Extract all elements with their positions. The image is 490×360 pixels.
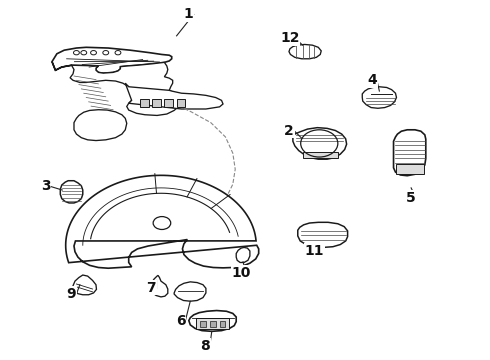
Polygon shape: [52, 47, 172, 73]
Text: 9: 9: [67, 287, 76, 301]
Bar: [176, 99, 185, 107]
Text: 7: 7: [147, 280, 156, 294]
Polygon shape: [393, 130, 426, 176]
Polygon shape: [66, 175, 259, 268]
Bar: [210, 320, 216, 327]
Text: 12: 12: [280, 31, 300, 45]
Polygon shape: [73, 275, 97, 295]
Text: 4: 4: [367, 73, 377, 87]
Polygon shape: [150, 275, 168, 297]
Bar: [200, 320, 206, 327]
Polygon shape: [60, 181, 83, 203]
Bar: [303, 152, 338, 158]
Polygon shape: [189, 311, 236, 331]
Polygon shape: [52, 62, 180, 116]
Bar: [140, 99, 149, 107]
Text: 11: 11: [305, 244, 324, 258]
Text: 5: 5: [406, 191, 416, 205]
Polygon shape: [298, 222, 347, 247]
Text: 10: 10: [231, 266, 251, 279]
Bar: [220, 320, 225, 327]
Bar: [164, 99, 173, 107]
Polygon shape: [125, 83, 223, 109]
Text: 2: 2: [284, 123, 294, 138]
Text: 8: 8: [200, 339, 210, 353]
Bar: [152, 99, 161, 107]
Polygon shape: [293, 128, 346, 159]
Text: 1: 1: [184, 7, 194, 21]
Polygon shape: [74, 110, 127, 140]
Text: 3: 3: [41, 179, 50, 193]
Text: 6: 6: [176, 314, 185, 328]
Polygon shape: [236, 247, 250, 262]
Polygon shape: [362, 87, 396, 108]
Bar: [196, 318, 229, 329]
Bar: [396, 163, 424, 174]
Polygon shape: [289, 44, 321, 59]
Polygon shape: [174, 282, 206, 301]
